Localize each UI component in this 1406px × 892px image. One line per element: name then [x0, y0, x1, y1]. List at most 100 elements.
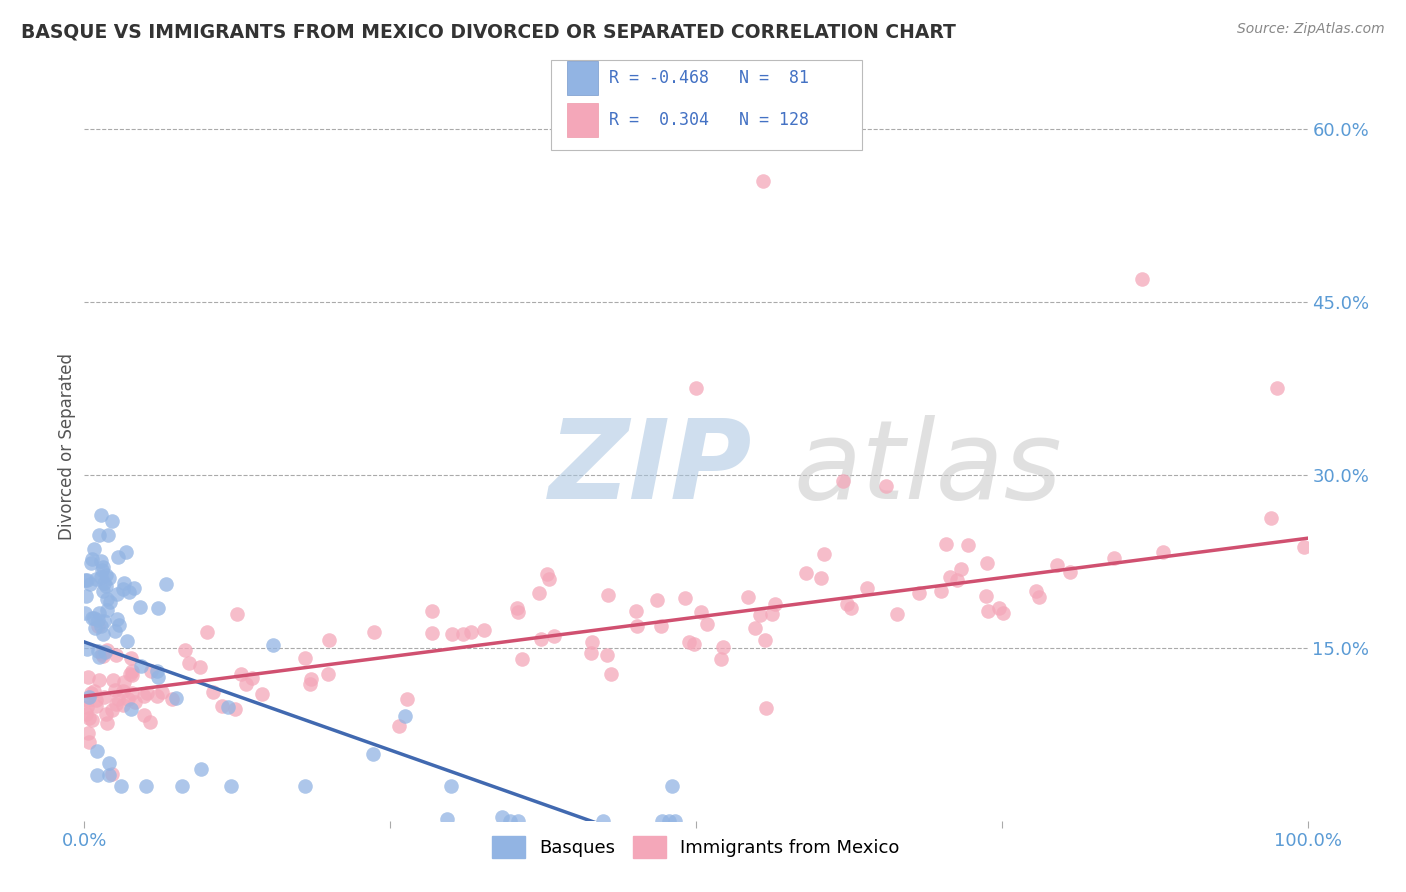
Point — [91, 583, 114, 598]
Point — [77, 671, 100, 685]
Point — [87, 643, 110, 657]
Point — [645, 593, 668, 607]
Point — [83, 542, 105, 557]
Point — [752, 174, 775, 188]
Point — [506, 601, 529, 615]
Point — [146, 670, 169, 684]
Point — [211, 698, 233, 713]
Point — [837, 597, 859, 611]
Point — [111, 698, 134, 712]
Point — [1028, 591, 1050, 605]
Point — [120, 650, 142, 665]
Point — [117, 691, 139, 706]
Point — [93, 576, 115, 591]
Point — [94, 567, 117, 582]
Point — [754, 633, 776, 648]
Point — [685, 381, 707, 395]
Point — [80, 611, 103, 625]
Point — [105, 587, 128, 601]
Point — [250, 687, 273, 701]
Point — [75, 606, 97, 620]
Point — [592, 814, 614, 828]
Point — [76, 642, 98, 657]
Point — [813, 547, 835, 561]
Point — [76, 692, 98, 706]
Point — [76, 573, 98, 587]
Point — [86, 699, 108, 714]
Point — [886, 607, 908, 621]
Point — [165, 691, 187, 706]
Point — [114, 545, 136, 559]
Point — [1132, 272, 1154, 286]
Point — [682, 637, 704, 651]
Point — [527, 586, 550, 600]
Point — [946, 573, 969, 587]
Point — [316, 667, 339, 681]
Point — [763, 597, 786, 611]
Point — [101, 673, 124, 687]
Point — [146, 601, 169, 615]
Point — [83, 684, 105, 698]
Point — [111, 684, 134, 698]
Point — [83, 611, 105, 625]
Point — [96, 642, 118, 657]
Point — [710, 652, 733, 666]
Point — [202, 685, 225, 699]
Point — [436, 812, 458, 826]
Point — [761, 607, 783, 622]
Point — [472, 623, 495, 637]
Point — [396, 692, 419, 706]
Point — [87, 650, 110, 665]
Point — [957, 538, 980, 552]
Point — [363, 625, 385, 640]
Point — [299, 677, 322, 691]
Point — [115, 634, 138, 648]
Point — [146, 689, 169, 703]
Point — [219, 779, 242, 793]
Point — [499, 814, 522, 828]
Point — [908, 586, 931, 600]
Point — [129, 599, 152, 614]
Point — [974, 589, 997, 603]
Point — [80, 713, 103, 727]
Point — [93, 690, 115, 704]
Point — [79, 735, 101, 749]
Point — [91, 563, 114, 577]
Point — [160, 691, 183, 706]
Point — [1265, 381, 1288, 395]
Point — [451, 626, 474, 640]
Point — [76, 725, 98, 739]
Point — [136, 686, 159, 700]
Point — [108, 617, 131, 632]
Point — [104, 624, 127, 638]
Point — [121, 664, 143, 678]
Point — [536, 566, 558, 581]
Point — [112, 576, 135, 591]
Point — [361, 747, 384, 761]
Point — [598, 588, 620, 602]
Point — [87, 673, 110, 688]
Point — [150, 684, 173, 698]
Point — [96, 592, 118, 607]
Point — [132, 707, 155, 722]
Y-axis label: Divorced or Separated: Divorced or Separated — [58, 352, 76, 540]
Point — [155, 576, 177, 591]
Point — [737, 591, 759, 605]
Point — [121, 668, 143, 682]
Point — [94, 579, 117, 593]
Text: BASQUE VS IMMIGRANTS FROM MEXICO DIVORCED OR SEPARATED CORRELATION CHART: BASQUE VS IMMIGRANTS FROM MEXICO DIVORCE… — [21, 22, 956, 41]
Point — [93, 614, 115, 628]
Point — [420, 603, 443, 617]
Point — [935, 537, 957, 551]
Text: R =  0.304   N = 128: R = 0.304 N = 128 — [609, 112, 808, 129]
Point — [596, 648, 619, 662]
Point — [80, 556, 103, 570]
Point — [141, 664, 163, 678]
Text: atlas: atlas — [794, 415, 1063, 522]
Point — [224, 702, 246, 716]
Point — [90, 554, 112, 568]
Point — [977, 604, 1000, 618]
Point — [112, 582, 135, 597]
Point — [135, 779, 157, 793]
Point — [651, 814, 673, 828]
